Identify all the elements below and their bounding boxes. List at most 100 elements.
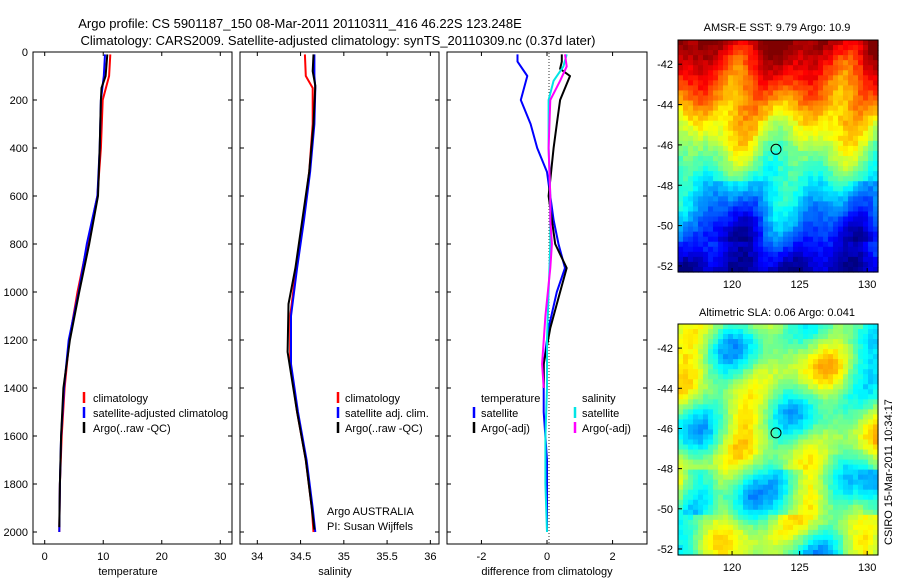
heatmap-cell bbox=[863, 161, 869, 167]
heatmap-cell bbox=[788, 349, 794, 355]
heatmap-cell bbox=[843, 231, 849, 238]
heatmap-cell bbox=[728, 115, 734, 122]
heatmap-cell bbox=[753, 231, 759, 238]
heatmap-cell bbox=[843, 519, 849, 526]
heatmap-cell bbox=[703, 444, 709, 451]
heatmap-cell bbox=[863, 261, 869, 268]
heatmap-cell bbox=[773, 349, 779, 355]
heatmap-cell bbox=[823, 464, 829, 471]
heatmap-cell bbox=[813, 354, 819, 360]
heatmap-cell bbox=[843, 524, 849, 531]
heatmap-cell bbox=[678, 499, 684, 506]
heatmap-cell bbox=[738, 459, 744, 466]
heatmap-cell bbox=[738, 251, 744, 258]
heatmap-cell bbox=[723, 236, 729, 243]
heatmap-cell bbox=[863, 359, 869, 365]
heatmap-cell bbox=[678, 419, 684, 426]
heatmap-cell bbox=[763, 60, 769, 66]
heatmap-cell bbox=[713, 369, 719, 375]
heatmap-cell bbox=[838, 394, 844, 400]
heatmap-cell bbox=[688, 434, 694, 441]
heatmap-cell bbox=[768, 85, 774, 92]
heatmap-cell bbox=[723, 90, 729, 97]
heatmap-cell bbox=[873, 479, 879, 486]
heatmap-cell bbox=[718, 65, 724, 71]
heatmap-cell bbox=[803, 100, 809, 107]
heatmap-cell bbox=[848, 50, 854, 56]
heatmap-cell bbox=[713, 419, 719, 426]
heatmap-cell bbox=[743, 125, 749, 132]
heatmap-cell bbox=[858, 439, 864, 446]
heatmap-cell bbox=[758, 135, 764, 142]
heatmap-cell bbox=[863, 534, 869, 541]
heatmap-cell bbox=[683, 479, 689, 486]
heatmap-cell bbox=[813, 50, 819, 56]
heatmap-cell bbox=[758, 359, 764, 365]
heatmap-cell bbox=[853, 206, 859, 213]
heatmap-cell bbox=[703, 534, 709, 541]
heatmap-cell bbox=[818, 40, 824, 46]
heatmap-cell bbox=[743, 344, 749, 350]
heatmap-cell bbox=[833, 120, 839, 127]
heatmap-cell bbox=[813, 90, 819, 97]
legend-title-salinity: salinity bbox=[582, 393, 616, 405]
heatmap-cell bbox=[713, 150, 719, 157]
heatmap-cell bbox=[683, 419, 689, 426]
heatmap-cell bbox=[763, 161, 769, 167]
heatmap-cell bbox=[848, 354, 854, 360]
heatmap-cell bbox=[788, 45, 794, 51]
heatmap-cell bbox=[803, 120, 809, 127]
heatmap-cell bbox=[823, 444, 829, 451]
heatmap-cell bbox=[688, 40, 694, 46]
heatmap-cell bbox=[688, 95, 694, 102]
heatmap-cell bbox=[828, 504, 834, 511]
heatmap-cell bbox=[693, 65, 699, 71]
heatmap-cell bbox=[753, 95, 759, 102]
heatmap-cell bbox=[788, 125, 794, 132]
heatmap-cell bbox=[723, 539, 729, 546]
heatmap-cell bbox=[828, 369, 834, 375]
heatmap-cell bbox=[748, 409, 754, 415]
heatmap-cell bbox=[748, 469, 754, 476]
heatmap-cell bbox=[688, 479, 694, 486]
heatmap-cell bbox=[788, 130, 794, 137]
heatmap-cell bbox=[683, 384, 689, 390]
heatmap-cell bbox=[783, 95, 789, 102]
heatmap-cell bbox=[803, 241, 809, 248]
heatmap-cell bbox=[798, 504, 804, 511]
heatmap-cell bbox=[803, 45, 809, 51]
heatmap-cell bbox=[803, 454, 809, 461]
heatmap-cell bbox=[753, 60, 759, 66]
heatmap-cell bbox=[678, 90, 684, 97]
heatmap-cell bbox=[688, 110, 694, 117]
heatmap-cell bbox=[698, 524, 704, 531]
heatmap-cell bbox=[718, 55, 724, 61]
heatmap-cell bbox=[788, 90, 794, 97]
heatmap-cell bbox=[723, 166, 729, 172]
heatmap-cell bbox=[778, 216, 784, 223]
heatmap-cell bbox=[873, 329, 879, 335]
heatmap-cell bbox=[868, 444, 874, 451]
heatmap-cell bbox=[843, 186, 849, 192]
heatmap-cell bbox=[738, 45, 744, 51]
heatmap-cell bbox=[763, 529, 769, 536]
heatmap-cell bbox=[758, 130, 764, 137]
heatmap-cell bbox=[783, 50, 789, 56]
heatmap-cell bbox=[818, 414, 824, 421]
heatmap-cell bbox=[763, 206, 769, 213]
heatmap-cell bbox=[803, 176, 809, 182]
heatmap-cell bbox=[808, 359, 814, 365]
heatmap-cell bbox=[743, 120, 749, 127]
heatmap-cell bbox=[678, 256, 684, 263]
heatmap-cell bbox=[733, 499, 739, 506]
heatmap-cell bbox=[873, 130, 879, 137]
heatmap-cell bbox=[748, 75, 754, 81]
heatmap-cell bbox=[803, 256, 809, 263]
heatmap-cell bbox=[788, 439, 794, 446]
heatmap-cell bbox=[863, 231, 869, 238]
heatmap-cell bbox=[783, 499, 789, 506]
heatmap-cell bbox=[753, 100, 759, 107]
heatmap-cell bbox=[768, 474, 774, 481]
heatmap-cell bbox=[698, 539, 704, 546]
heatmap-cell bbox=[803, 354, 809, 360]
